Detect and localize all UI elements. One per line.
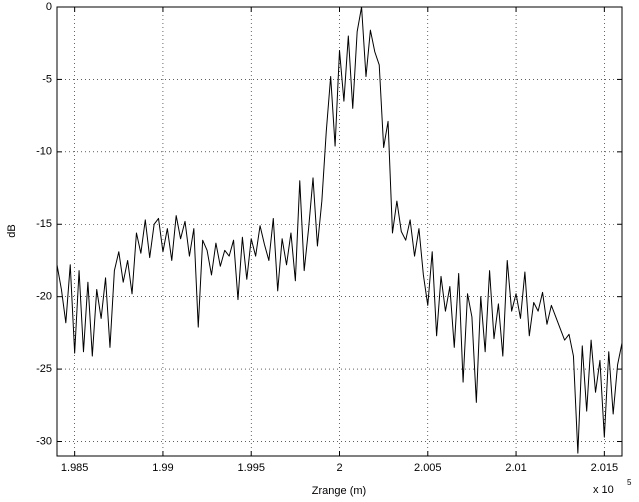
x-tick-label: 2.015 [591, 462, 619, 474]
y-tick-label: -25 [36, 363, 52, 375]
y-tick-label: -5 [42, 73, 52, 85]
data-line [57, 7, 622, 454]
x-multiplier: x 10 [593, 484, 614, 496]
y-tick-label: -10 [36, 146, 52, 158]
x-multiplier-exponent: 5 [627, 478, 632, 487]
y-tick-label: -15 [36, 218, 52, 230]
x-tick-label: 1.985 [61, 462, 89, 474]
y-tick-label: -20 [36, 291, 52, 303]
x-tick-label: 1.99 [152, 462, 173, 474]
y-tick-label: -30 [36, 435, 52, 447]
x-tick-label: 2.005 [414, 462, 442, 474]
x-tick-label: 2 [336, 462, 342, 474]
x-axis-label: Zrange (m) [312, 485, 366, 497]
y-tick-label: 0 [46, 1, 52, 13]
y-axis-label: dB [6, 224, 18, 237]
x-tick-label: 2.01 [505, 462, 526, 474]
x-tick-label: 1.995 [237, 462, 265, 474]
plot-frame [56, 6, 623, 457]
